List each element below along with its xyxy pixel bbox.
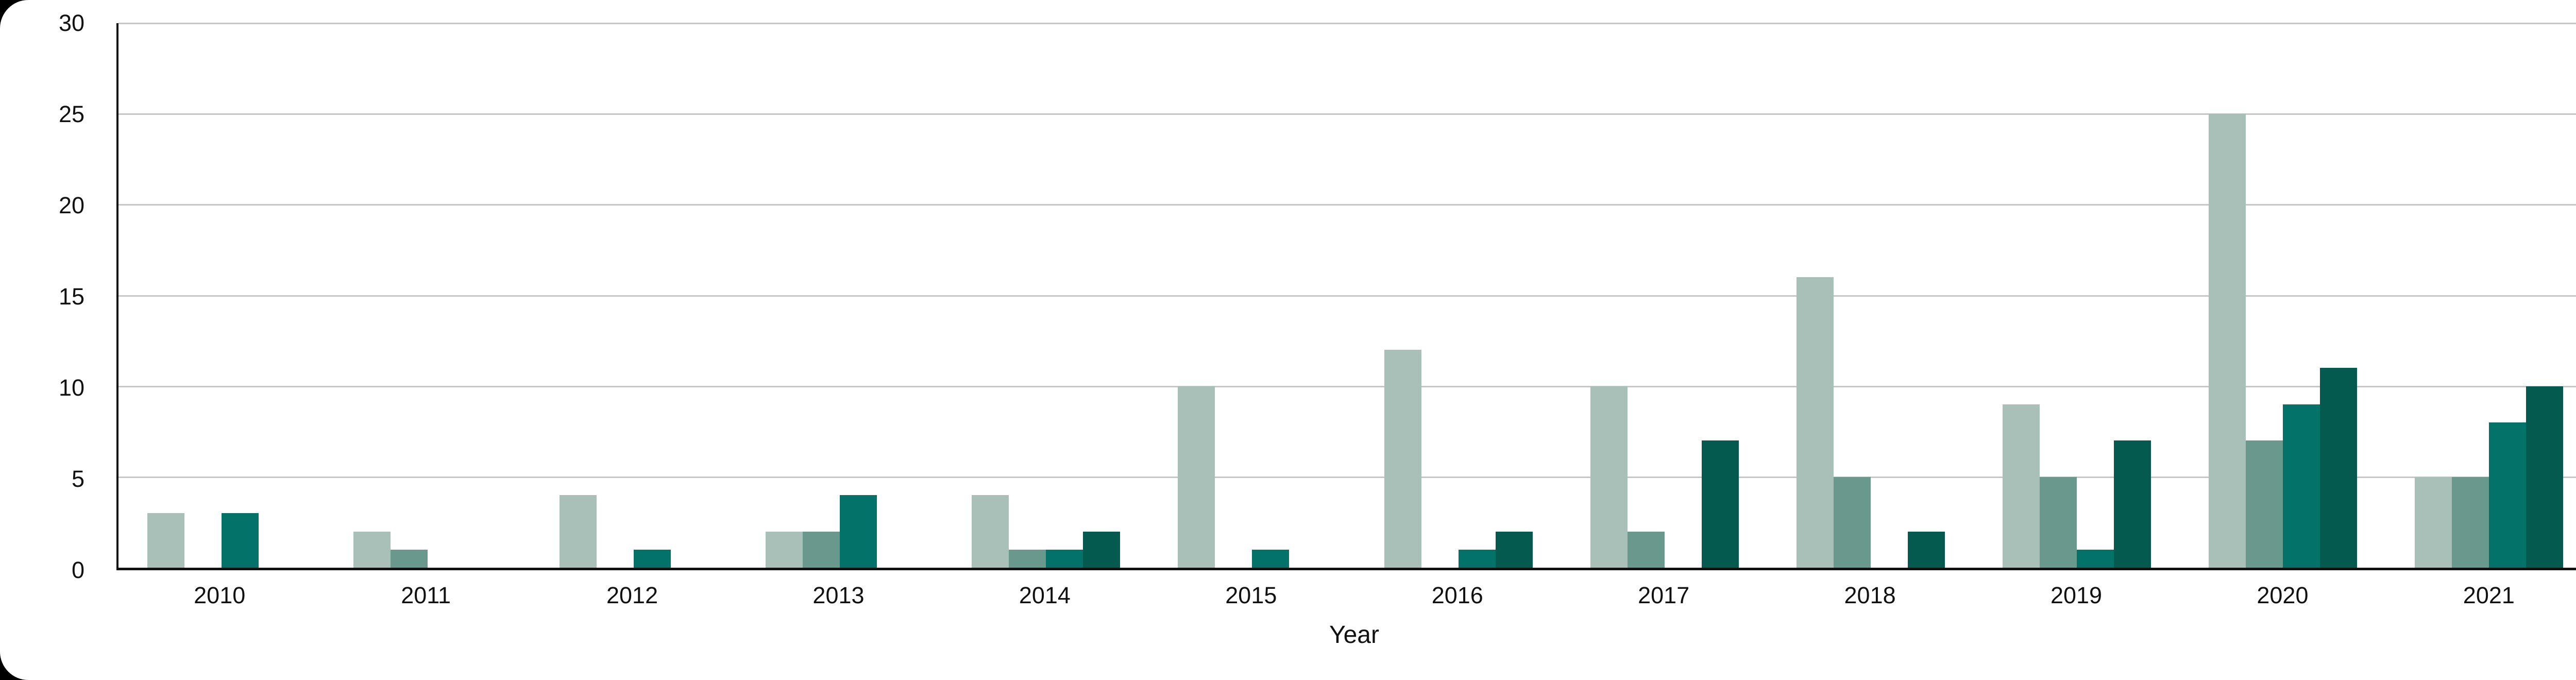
y-tick-label-0: 0	[71, 557, 84, 583]
x-tick-label-2018: 2018	[1844, 582, 1896, 608]
bar-preprint-2019	[2076, 549, 2114, 568]
bar-workshop-2016	[1495, 531, 1533, 568]
bar-preprint-2015	[1252, 549, 1290, 568]
bar-conference-2010	[147, 513, 185, 568]
bar-group-2019	[1974, 23, 2180, 568]
y-tick-label-30: 30	[58, 10, 84, 36]
x-tick-label-2020: 2020	[2257, 582, 2309, 608]
bar-preprint-2014	[1046, 549, 1083, 568]
bar-preprint-2012	[634, 549, 671, 568]
bar-workshop-2017	[1701, 440, 1739, 568]
bar-group-2017	[1562, 23, 1768, 568]
y-tick-label-10: 10	[58, 375, 84, 401]
bar-conference-2019	[2002, 404, 2040, 568]
bar-conference-2015	[1178, 386, 1215, 568]
bar-journal-2013	[803, 531, 840, 568]
gridline-10	[118, 385, 2576, 387]
bar-journal-2018	[1833, 477, 1871, 568]
x-tick-label-2010: 2010	[194, 582, 246, 608]
bar-preprint-2016	[1458, 549, 1496, 568]
bar-conference-2011	[353, 531, 391, 568]
bar-group-2011	[325, 23, 531, 568]
x-tick-label-2015: 2015	[1225, 582, 1277, 608]
bar-journal-2017	[1627, 531, 1665, 568]
bar-journal-2020	[2245, 440, 2283, 568]
bar-group-2015	[1149, 23, 1355, 568]
y-tick-label-5: 5	[71, 466, 84, 492]
bar-group-2018	[1768, 23, 1974, 568]
x-axis-title: Year	[1329, 621, 1379, 649]
bar-conference-2018	[1796, 277, 1834, 568]
bar-journal-2021	[2451, 477, 2489, 568]
gridline-30	[118, 23, 2576, 24]
x-tick-label-2011: 2011	[401, 582, 451, 608]
bar-preprint-2020	[2282, 404, 2320, 568]
bar-workshop-2018	[1907, 531, 1945, 568]
y-tick-label-25: 25	[58, 101, 84, 127]
x-tick-label-2014: 2014	[1019, 582, 1071, 608]
bar-group-2013	[737, 23, 943, 568]
bar-journal-2011	[391, 549, 428, 568]
bar-preprint-2021	[2488, 422, 2526, 568]
bar-group-2012	[531, 23, 737, 568]
bar-conference-2014	[972, 495, 1009, 568]
bar-workshop-2019	[2113, 440, 2151, 568]
bar-conference-2021	[2414, 477, 2452, 568]
gridline-20	[118, 204, 2576, 206]
bar-conference-2017	[1590, 386, 1628, 568]
bar-group-2010	[118, 23, 325, 568]
bar-preprint-2013	[840, 495, 877, 568]
bar-group-2020	[2180, 23, 2386, 568]
bar-journal-2019	[2039, 477, 2077, 568]
bar-workshop-2020	[2319, 368, 2357, 568]
plot-area	[116, 23, 2576, 570]
bar-conference-2020	[2208, 114, 2246, 568]
x-tick-label-2019: 2019	[2050, 582, 2103, 608]
x-tick-label-2016: 2016	[1431, 582, 1483, 608]
bar-group-2016	[1355, 23, 1561, 568]
x-tick-label-2017: 2017	[1638, 582, 1690, 608]
x-axis-labels: 2010 2011 2012 2013 2014 2015 2016 2017 2018 2019…	[116, 582, 2576, 609]
bar-workshop-2021	[2526, 386, 2563, 568]
x-tick-label-2021: 2021	[2463, 582, 2515, 608]
bar-journal-2014	[1009, 549, 1046, 568]
bar-conference-2013	[766, 531, 803, 568]
bar-group-2014	[943, 23, 1149, 568]
y-axis-labels: 0 5 10 15 20 25 30	[0, 10, 94, 583]
x-tick-label-2012: 2012	[606, 582, 658, 608]
bar-workshop-2014	[1083, 531, 1121, 568]
gridline-25	[118, 113, 2576, 115]
bar-group-2021	[2386, 23, 2576, 568]
bar-conference-2012	[560, 495, 597, 568]
bar-conference-2016	[1384, 350, 1421, 568]
y-tick-label-15: 15	[58, 283, 84, 310]
bar-preprint-2010	[222, 513, 259, 568]
gridline-15	[118, 295, 2576, 297]
x-tick-label-2013: 2013	[812, 582, 865, 608]
gridline-5	[118, 476, 2576, 478]
y-tick-label-20: 20	[58, 192, 84, 218]
bars-layer	[118, 23, 2576, 568]
